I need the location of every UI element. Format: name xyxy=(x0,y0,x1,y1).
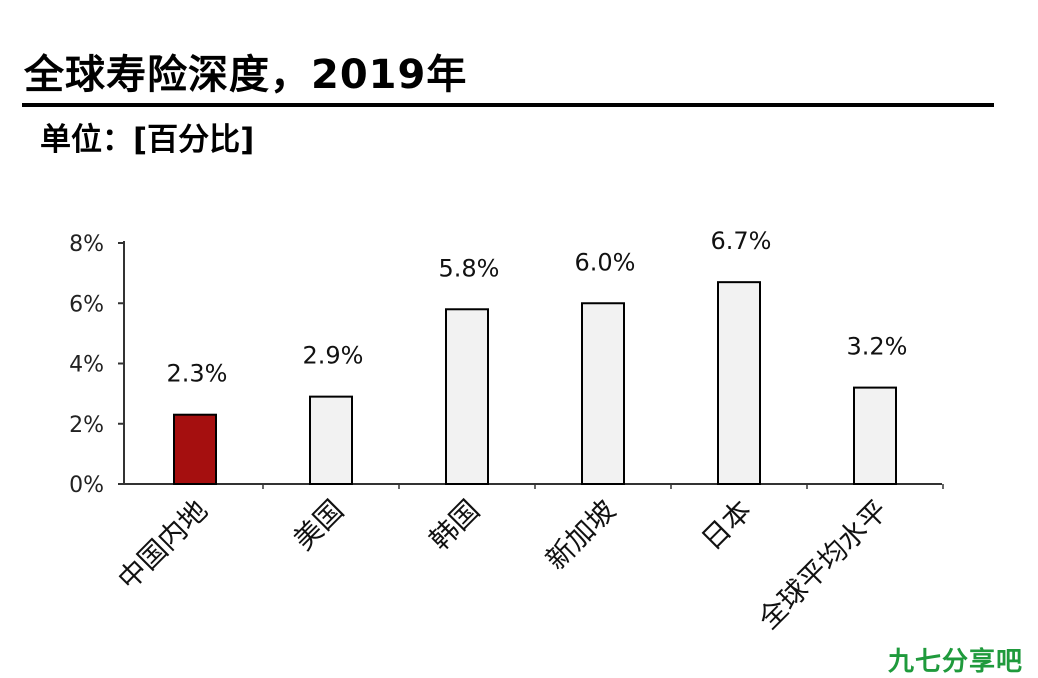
data-label: 5.8% xyxy=(439,254,500,282)
y-tick-label: 4% xyxy=(69,353,104,378)
data-label: 2.9% xyxy=(303,342,364,370)
watermark-logo: 九七分享吧 xyxy=(888,647,1024,677)
data-label: 2.3% xyxy=(167,360,228,388)
data-label: 6.0% xyxy=(575,248,636,276)
y-tick-label: 6% xyxy=(69,292,104,317)
unit-label: 单位：[百分比] xyxy=(40,122,255,158)
page-title: 全球寿险深度，2019年 xyxy=(24,52,468,98)
bar xyxy=(445,308,489,485)
y-tick-label: 8% xyxy=(69,232,104,257)
data-label: 6.7% xyxy=(711,227,772,255)
bar xyxy=(717,281,761,485)
x-tick-label: 日本 xyxy=(695,494,758,557)
bar xyxy=(173,413,217,485)
y-tick-label: 2% xyxy=(69,413,104,438)
x-tick-label: 韩国 xyxy=(423,494,486,557)
y-tick-label: 0% xyxy=(69,473,104,498)
x-tick-label: 新加坡 xyxy=(539,494,622,577)
bar xyxy=(853,386,897,486)
title-underline xyxy=(22,103,994,107)
x-tick-label: 美国 xyxy=(287,494,350,557)
bar xyxy=(309,395,353,486)
x-tick-label: 全球平均水平 xyxy=(752,494,894,636)
x-tick-label: 中国内地 xyxy=(111,494,214,597)
bar xyxy=(581,302,625,485)
data-label: 3.2% xyxy=(847,333,908,361)
